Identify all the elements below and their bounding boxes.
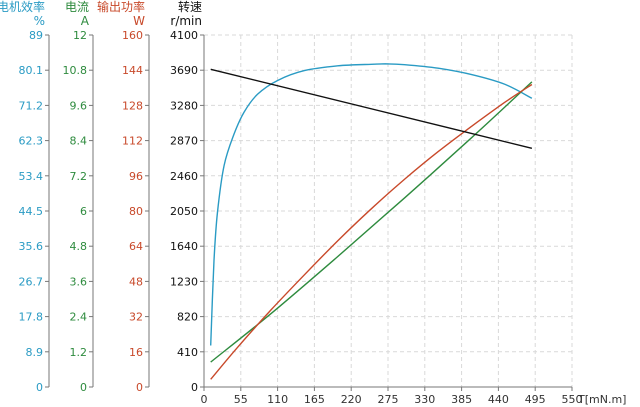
power-tick-label: 16 [129, 346, 143, 359]
current-tick-label: 4.8 [70, 240, 88, 253]
current-tick-label: 6 [80, 205, 87, 218]
power-axis-title: 输出功率 [97, 0, 145, 14]
current-axis-unit: A [81, 14, 90, 28]
current-tick-label: 12 [73, 29, 87, 42]
power-tick-label: 144 [122, 64, 143, 77]
x-tick-label: 495 [525, 393, 546, 406]
x-tick-label: 55 [234, 393, 248, 406]
current-tick-label: 0 [80, 381, 87, 394]
efficiency-tick-label: 26.7 [19, 275, 44, 288]
power-tick-label: 80 [129, 205, 143, 218]
speed-tick-label: 0 [191, 381, 198, 394]
power-curve [210, 83, 533, 380]
speed-tick-label: 4100 [170, 29, 198, 42]
efficiency-tick-label: 71.2 [19, 99, 44, 112]
power-tick-label: 48 [129, 275, 143, 288]
efficiency-axis-unit: % [34, 14, 45, 28]
current-tick-label: 9.6 [70, 99, 88, 112]
efficiency-axis-title: 电机效率 [0, 0, 45, 14]
speed-tick-label: 2050 [170, 205, 198, 218]
x-tick-label: 330 [414, 393, 435, 406]
power-tick-label: 96 [129, 170, 143, 183]
speed-tick-label: 820 [177, 311, 198, 324]
power-tick-label: 112 [122, 135, 143, 148]
current-tick-label: 7.2 [70, 170, 88, 183]
current-curve [210, 81, 533, 363]
chart-series [210, 63, 533, 380]
chart-grid [204, 34, 573, 387]
x-tick-label: 550 [562, 393, 583, 406]
x-tick-label: 165 [304, 393, 325, 406]
x-tick-label: 110 [267, 393, 288, 406]
x-tick-label: 0 [201, 393, 208, 406]
speed-axis-title: 转速 [178, 0, 202, 14]
current-axis-title: 电流 [65, 0, 89, 14]
current-tick-label: 3.6 [70, 275, 88, 288]
power-tick-label: 0 [136, 381, 143, 394]
efficiency-tick-label: 0 [36, 381, 43, 394]
speed-curve [210, 68, 533, 149]
efficiency-tick-label: 8.9 [26, 346, 44, 359]
speed-tick-label: 2870 [170, 135, 198, 148]
speed-tick-label: 410 [177, 346, 198, 359]
speed-tick-label: 2460 [170, 170, 198, 183]
current-tick-label: 2.4 [70, 311, 88, 324]
efficiency-tick-label: 35.6 [19, 240, 44, 253]
efficiency-tick-label: 62.3 [19, 135, 44, 148]
current-tick-label: 10.8 [63, 64, 88, 77]
x-tick-label: 275 [378, 393, 399, 406]
efficiency-curve [210, 63, 533, 346]
speed-axis-unit: r/min [170, 14, 202, 28]
x-tick-label: 385 [451, 393, 472, 406]
power-axis-unit: W [133, 14, 145, 28]
efficiency-tick-label: 53.4 [19, 170, 44, 183]
power-tick-label: 128 [122, 99, 143, 112]
speed-tick-label: 3690 [170, 64, 198, 77]
x-tick-label: 440 [488, 393, 509, 406]
efficiency-tick-label: 80.1 [19, 64, 44, 77]
current-tick-label: 1.2 [70, 346, 88, 359]
x-tick-label: 220 [341, 393, 362, 406]
power-tick-label: 64 [129, 240, 143, 253]
speed-tick-label: 1230 [170, 275, 198, 288]
x-axis-label: T[mN.m] [577, 393, 626, 406]
speed-tick-label: 1640 [170, 240, 198, 253]
efficiency-tick-label: 17.8 [19, 311, 44, 324]
efficiency-tick-label: 44.5 [19, 205, 44, 218]
speed-tick-label: 3280 [170, 99, 198, 112]
power-tick-label: 160 [122, 29, 143, 42]
current-tick-label: 8.4 [70, 135, 88, 148]
efficiency-tick-label: 89 [29, 29, 43, 42]
power-tick-label: 32 [129, 311, 143, 324]
